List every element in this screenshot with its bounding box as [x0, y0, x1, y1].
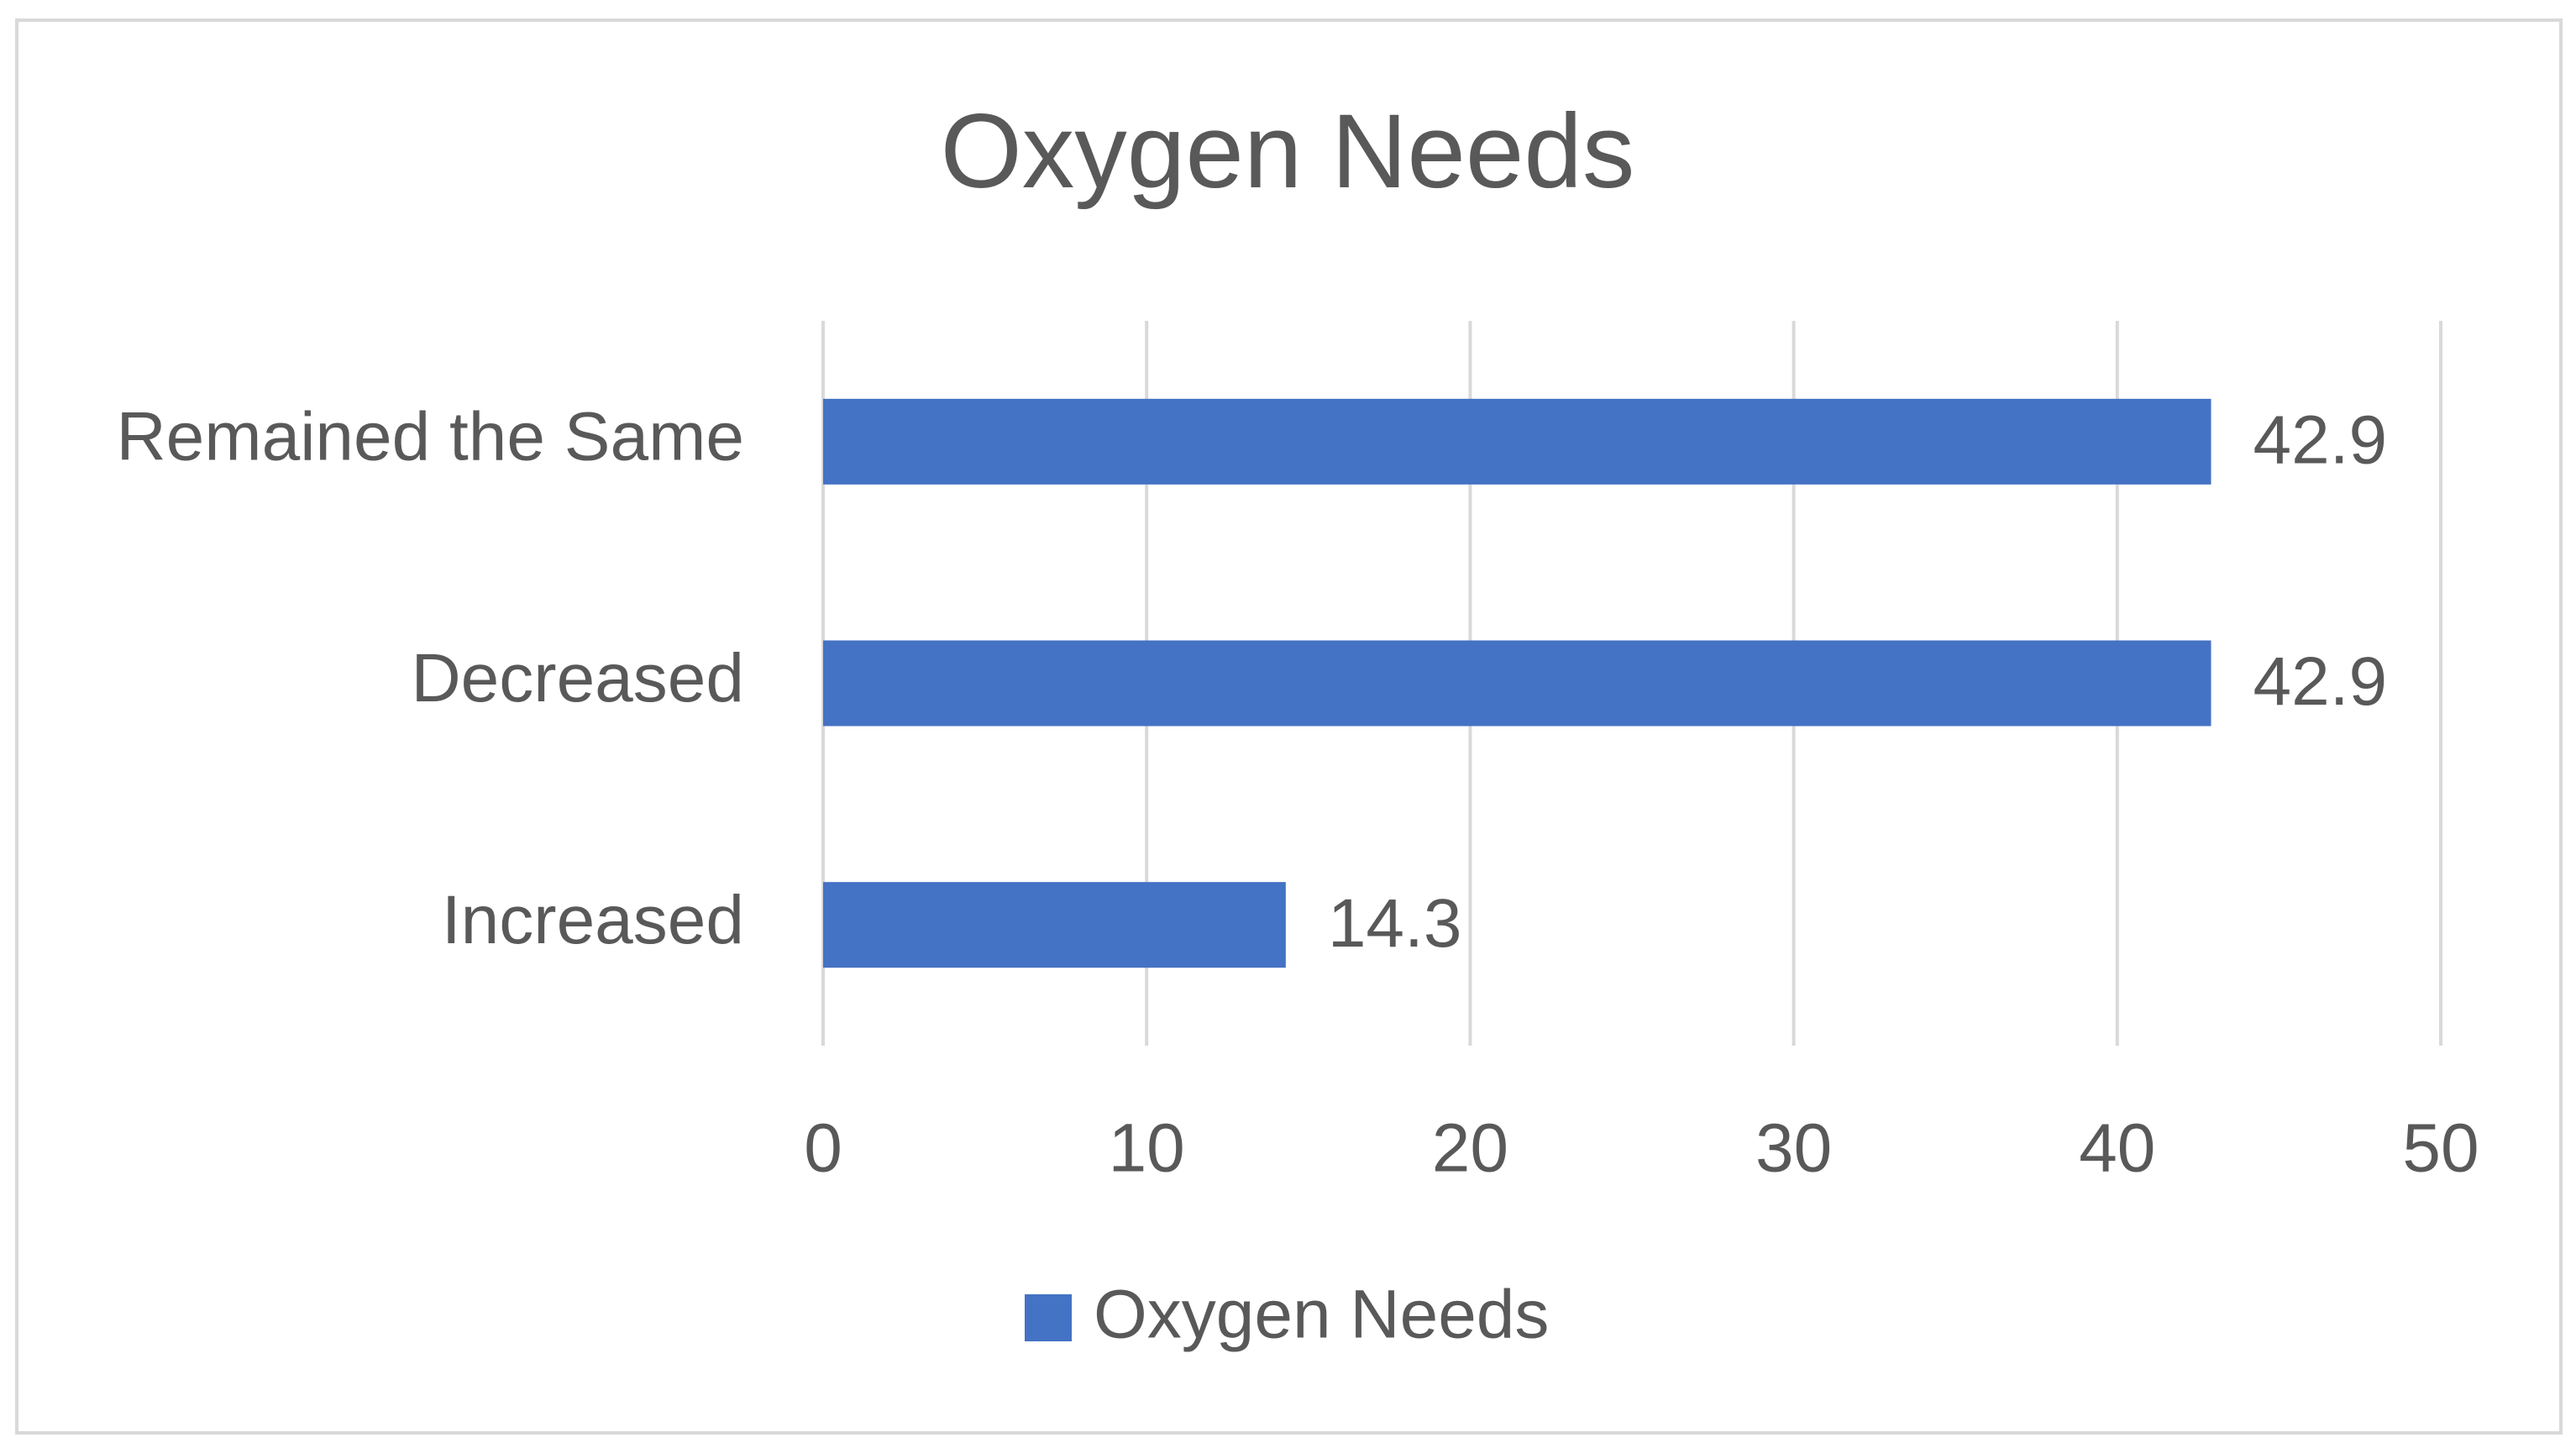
x-tick-label: 30: [1755, 1110, 1832, 1187]
bar: [823, 398, 2211, 485]
x-tick-label: 10: [1109, 1110, 1185, 1187]
bar: [823, 640, 2211, 727]
x-tick-label: 0: [804, 1110, 842, 1187]
x-tick-label: 20: [1432, 1110, 1508, 1187]
x-tick-label: 50: [2402, 1110, 2479, 1187]
legend-swatch: [1025, 1294, 1072, 1341]
y-tick-label: Increased: [442, 882, 744, 958]
data-label: 42.9: [2253, 401, 2388, 478]
bar: [823, 882, 1286, 968]
y-tick-label: Remained the Same: [116, 398, 744, 475]
data-label: 42.9: [2253, 643, 2388, 720]
x-tick-label: 40: [2079, 1110, 2155, 1187]
data-label: 14.3: [1328, 885, 1462, 962]
y-tick-label: Decreased: [411, 640, 744, 716]
legend-label: Oxygen Needs: [1094, 1277, 1549, 1353]
chart-frame: [15, 18, 2563, 1435]
chart-title: Oxygen Needs: [941, 93, 1635, 210]
